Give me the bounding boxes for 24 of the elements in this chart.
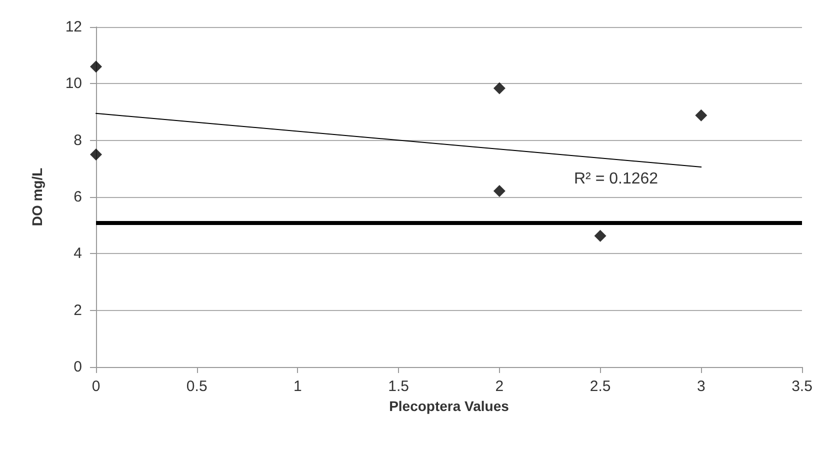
x-tick-label: 3 [696,378,706,395]
y-tick-label: 12 [65,18,82,36]
y-tick-label: 6 [74,188,82,206]
point [90,60,102,73]
x-tick-label: 1.5 [388,378,409,395]
y-tick-label: 10 [65,75,82,92]
point [695,109,708,122]
annotation: R² = 0.1262 [574,170,658,188]
x-tick-label: 0 [92,378,100,395]
point [493,185,506,198]
y-tick-label: 8 [74,132,82,149]
point [493,82,506,94]
x-tick-label: 2.5 [590,378,611,395]
y-tick-label: 2 [74,302,82,319]
point [90,148,102,160]
y-axis-title: DO mg/L [29,167,45,226]
x-axis-title: Plecoptera Values [389,398,510,414]
x-tick-label: 0.5 [186,378,208,395]
x-tick-label: 2 [495,378,504,395]
y-tick-label: 0 [74,358,82,376]
y-tick-label: 4 [74,245,82,262]
point [594,230,606,242]
x-tick-label: 1 [294,378,302,395]
x-tick-label: 3.5 [792,378,812,395]
